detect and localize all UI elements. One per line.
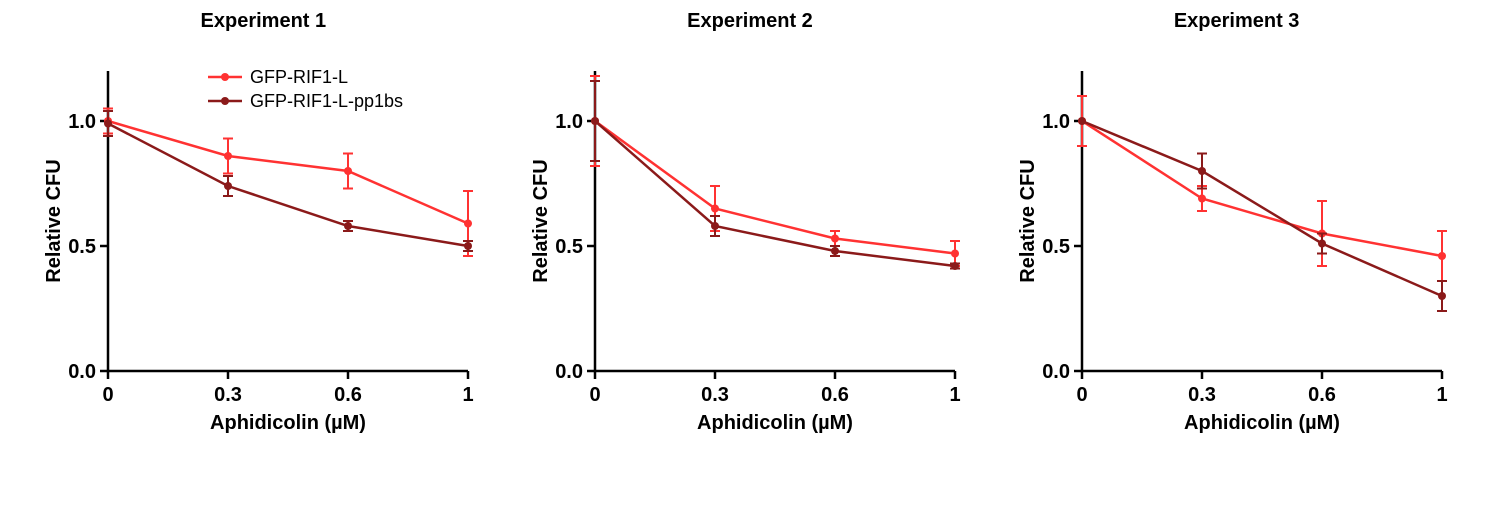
data-marker: [591, 117, 599, 125]
data-marker: [1438, 252, 1446, 260]
data-marker: [1198, 195, 1206, 203]
x-tick-label: 1: [1436, 384, 1447, 406]
panel-title: Experiment 2: [687, 10, 813, 33]
chart-svg: 0.0 0.5 1.0 0 0.3 0.6 1 Relative CFU Aphidicolin…: [38, 51, 488, 441]
data-marker: [1318, 240, 1326, 248]
chart-svg: 0.0 0.5 1.0 0 0.3 0.6 1 Relative CFU Aphidicolin…: [1012, 51, 1462, 441]
data-marker: [951, 250, 959, 258]
y-tick-label: 0.5: [555, 236, 583, 258]
y-tick-label: 1.0: [555, 111, 583, 133]
panel-title: Experiment 1: [201, 10, 327, 33]
y-tick-label: 0.5: [69, 236, 97, 258]
x-tick-label: 0.6: [1308, 384, 1336, 406]
y-axis-label: Relative CFU: [1017, 159, 1039, 282]
y-tick-label: 0.0: [69, 361, 97, 383]
x-tick-label: 0: [103, 384, 114, 406]
data-marker: [1078, 117, 1086, 125]
x-axis-label: Aphidicolin (µM): [210, 412, 366, 434]
axes: [108, 71, 468, 371]
chart-panel: Experiment 2 0.0 0.5 1.0 0 0.3 0.6 1 Relative CF…: [525, 10, 975, 441]
y-tick-label: 0.0: [555, 361, 583, 383]
data-marker: [1198, 167, 1206, 175]
legend-label: GFP-RIF1-L: [250, 67, 348, 87]
data-marker: [831, 235, 839, 243]
data-marker: [831, 247, 839, 255]
series-line: [1082, 121, 1442, 296]
series-line: [108, 121, 468, 224]
data-marker: [464, 242, 472, 250]
legend-marker: [221, 97, 229, 105]
data-marker: [464, 220, 472, 228]
chart-panel: Experiment 1 0.0 0.5 1.0 0 0.3 0.6 1 Relative CF…: [38, 10, 488, 441]
series-line: [1082, 121, 1442, 256]
x-tick-label: 0.6: [821, 384, 849, 406]
x-tick-label: 0.3: [214, 384, 242, 406]
panel-title: Experiment 3: [1174, 10, 1300, 33]
figure-row: Experiment 1 0.0 0.5 1.0 0 0.3 0.6 1 Relative CF…: [0, 0, 1500, 509]
y-axis-label: Relative CFU: [530, 159, 552, 282]
series-line: [595, 121, 955, 266]
legend-label: GFP-RIF1-L-pp1bs: [250, 91, 403, 111]
axes: [1082, 71, 1442, 371]
y-tick-label: 1.0: [69, 111, 97, 133]
x-tick-label: 1: [463, 384, 474, 406]
y-tick-label: 0.0: [1042, 361, 1070, 383]
series-line: [108, 124, 468, 247]
x-tick-label: 0: [589, 384, 600, 406]
x-tick-label: 0.6: [334, 384, 362, 406]
data-marker: [344, 222, 352, 230]
data-marker: [344, 167, 352, 175]
data-marker: [1438, 292, 1446, 300]
data-marker: [711, 222, 719, 230]
y-tick-label: 1.0: [1042, 111, 1070, 133]
series-line: [595, 121, 955, 254]
x-tick-label: 0: [1076, 384, 1087, 406]
x-tick-label: 1: [949, 384, 960, 406]
data-marker: [711, 205, 719, 213]
y-axis-label: Relative CFU: [43, 159, 65, 282]
chart-panel: Experiment 3 0.0 0.5 1.0 0 0.3 0.6 1 Relative CF…: [1012, 10, 1462, 441]
x-tick-label: 0.3: [1188, 384, 1216, 406]
data-marker: [224, 152, 232, 160]
chart-svg: 0.0 0.5 1.0 0 0.3 0.6 1 Relative CFU Aphidicolin…: [525, 51, 975, 441]
data-marker: [224, 182, 232, 190]
x-tick-label: 0.3: [701, 384, 729, 406]
data-marker: [104, 120, 112, 128]
data-marker: [951, 262, 959, 270]
x-axis-label: Aphidicolin (µM): [1184, 412, 1340, 434]
axes: [595, 71, 955, 371]
y-tick-label: 0.5: [1042, 236, 1070, 258]
legend-marker: [221, 73, 229, 81]
x-axis-label: Aphidicolin (µM): [697, 412, 853, 434]
